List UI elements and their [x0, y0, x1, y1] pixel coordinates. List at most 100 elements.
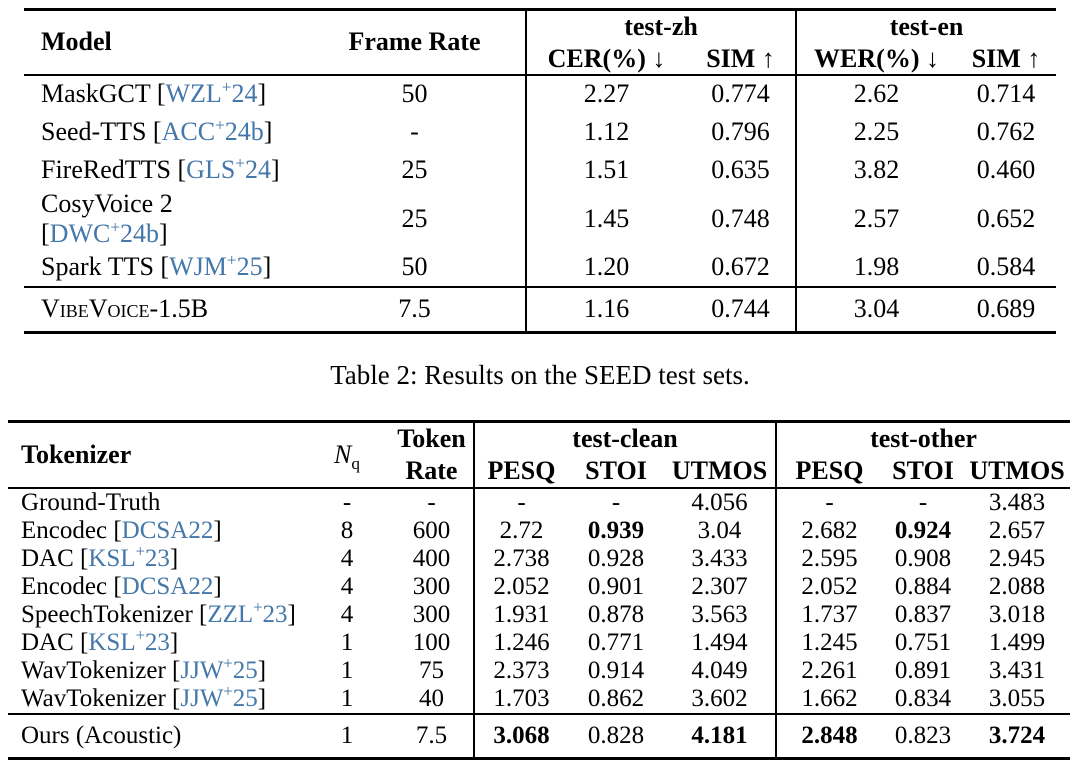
seed-results-table: Model Frame Rate test-zh test-en CER(%) … — [24, 8, 1057, 334]
metric-cell: 3.483 — [988, 489, 1046, 516]
metric-cell: 3.04 — [697, 517, 742, 544]
tokenizer-cell: WavTokenizer [JJW+25] — [21, 653, 267, 684]
metric-cell: 1.499 — [988, 629, 1046, 656]
header-stoi-other: STOI — [892, 456, 954, 486]
metric-cell: 1.98 — [795, 248, 957, 287]
token-rate-cell: 300 — [412, 573, 451, 600]
citation-link[interactable]: ACC+24b — [161, 114, 264, 146]
header-stoi-clean: STOI — [585, 456, 647, 486]
row-label: FireRedTTS — [41, 154, 171, 184]
header-wer: WER(%) ↓ — [795, 43, 957, 75]
seed-table-highlight-body: VibeVoice-1.5B 7.5 1.16 0.744 3.04 0.689 — [24, 286, 1056, 333]
metric-cell: 0.774 — [711, 79, 770, 108]
nq-cell: 1 — [340, 721, 354, 749]
citation-link[interactable]: WZL+24 — [165, 77, 258, 108]
tokenizer-table-highlight-body: Ours (Acoustic) 1 7.5 3.068 0.828 4.181 2.848 0… — [8, 714, 1070, 758]
row-label: WavTokenizer — [21, 685, 166, 712]
citation-link[interactable]: JJW+25 — [180, 653, 258, 684]
metric-cell: 0.878 — [587, 601, 645, 628]
seed-header-group-row: Model Frame Rate test-zh test-en — [24, 9, 1057, 56]
tokenizer-table-highlight-row: Ours (Acoustic) 1 7.5 3.068 0.828 4.181 2.848 0… — [8, 714, 1070, 758]
citation-link[interactable]: KSL+23 — [88, 625, 170, 656]
header-frame-rate: Frame Rate — [348, 27, 481, 57]
citation-link[interactable]: DCSA22 — [121, 573, 214, 600]
header-tokenizer: Tokenizer — [21, 440, 132, 469]
citation-link[interactable]: WJM+25 — [169, 250, 263, 281]
citation-link[interactable]: ZZL+23 — [207, 597, 288, 628]
tokenizer-cell: DAC [KSL+23] — [21, 541, 179, 572]
tokenizer-table-body: Ground-Truth - - - -4.056- -3.483 Encodec [DCS… — [8, 488, 1071, 714]
nq-subscript: q — [351, 454, 360, 474]
metric-cell: 2.373 — [473, 657, 568, 685]
seed-table-row: Spark TTS [WJM+25] 50 1.20 0.672 1.98 0.584 — [24, 248, 1056, 287]
metric-cell: 0.939 — [587, 517, 645, 544]
metric-cell: 1.494 — [691, 629, 748, 656]
metric-cell: 3.04 — [795, 286, 957, 333]
metric-cell: 2.052 — [775, 573, 883, 601]
seed-table-header: Model Frame Rate test-zh test-en CER(%) … — [24, 9, 1057, 75]
nq-cell: 1 — [340, 685, 354, 712]
citation-link[interactable]: GLS+24 — [186, 152, 271, 184]
metric-cell: 1.703 — [473, 685, 568, 714]
metric-cell: 3.068 — [473, 714, 568, 758]
citation-link[interactable]: DCSA22 — [121, 517, 214, 544]
tokenizer-table-header: Tokenizer Nq Token Rate test-clean test-… — [8, 421, 1071, 489]
metric-cell: 0.762 — [976, 116, 1036, 146]
metric-cell: 0.908 — [894, 545, 952, 572]
tokenizer-table-row: Ground-Truth - - - -4.056- -3.483 — [8, 488, 1070, 517]
tokenizer-table-row: Encodec [DCSA22] 8 600 2.72 0.939 3.04 2.682 0.… — [8, 517, 1070, 545]
citation-superscript-plus: + — [110, 216, 121, 236]
metric-cell: 3.563 — [691, 601, 748, 628]
metric-cell: 2.657 — [988, 517, 1046, 544]
metric-cell: 0.837 — [894, 601, 952, 628]
metric-cell: 0.884 — [894, 573, 952, 600]
metric-cell: 2.595 — [775, 545, 883, 573]
tokenizer-cell: Ours (Acoustic) — [8, 714, 304, 758]
token-rate-cell: 100 — [412, 629, 451, 656]
token-rate-cell: 400 — [412, 545, 451, 572]
row-label: Ours (Acoustic) — [21, 721, 182, 749]
citation-superscript-plus: + — [226, 250, 237, 270]
metric-cell: 0.771 — [587, 629, 645, 656]
nq-cell: - — [342, 489, 352, 516]
citation-superscript-plus: + — [253, 597, 263, 617]
row-label: MaskGCT — [41, 79, 151, 108]
row-label: SpeechTokenizer — [21, 601, 193, 628]
model-cell: VibeVoice-1.5B — [24, 287, 304, 333]
citation-superscript-plus: + — [221, 77, 232, 97]
row-label: DAC — [21, 545, 74, 572]
tokenizer-cell: DAC [KSL+23] — [21, 625, 179, 656]
citation-superscript-plus: + — [223, 653, 233, 673]
metric-cell: 1.12 — [525, 112, 686, 151]
metric-cell: 2.738 — [473, 545, 568, 573]
metric-cell: - — [611, 489, 621, 516]
header-utmos-clean: UTMOS — [671, 456, 768, 486]
model-cell: FireRedTTS [GLS+24] — [41, 152, 280, 184]
token-rate-cell: 600 — [412, 517, 451, 544]
metric-cell: 2.57 — [795, 188, 957, 249]
metric-cell: 0.751 — [894, 629, 952, 656]
metric-cell: 0.744 — [711, 294, 770, 324]
metric-cell: 2.27 — [525, 74, 686, 113]
metric-cell: 1.246 — [473, 629, 568, 657]
metric-cell: 2.848 — [775, 714, 883, 758]
tokenizer-cell: Encodec [DCSA22] — [21, 573, 222, 600]
citation-link[interactable]: KSL+23 — [88, 541, 170, 572]
tokenizer-cell: WavTokenizer [JJW+25] — [21, 681, 267, 712]
token-rate-cell: - — [427, 489, 436, 516]
nq-cell: 4 — [340, 601, 354, 628]
tokenizer-table-row: SpeechTokenizer [ZZL+23] 4 300 1.931 0.878 3.… — [8, 597, 1070, 629]
citation-link[interactable]: DWC+24b — [49, 216, 160, 248]
metric-cell: 1.245 — [775, 629, 883, 657]
metric-cell: 3.431 — [988, 657, 1046, 684]
token-rate-cell: 40 — [419, 685, 444, 712]
tokenizer-table-row: WavTokenizer [JJW+25] 1 75 2.373 0.914 4.049 2… — [8, 653, 1070, 685]
header-utmos-other: UTMOS — [969, 456, 1065, 486]
citation-link[interactable]: JJW+25 — [180, 681, 258, 712]
citation-superscript-plus: + — [135, 625, 145, 645]
frame-rate-cell: 25 — [401, 203, 428, 233]
header-nq: Nq — [304, 422, 390, 489]
tokenizer-table-row: WavTokenizer [JJW+25] 1 40 1.703 0.862 3.602 1… — [8, 681, 1070, 714]
row-label: Encodec — [21, 573, 108, 600]
nq-cell: 4 — [340, 545, 354, 572]
